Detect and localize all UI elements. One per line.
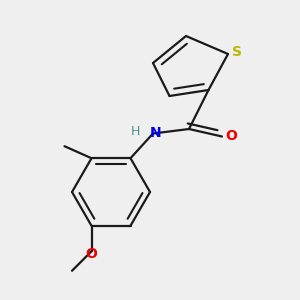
Text: O: O <box>85 247 98 261</box>
Text: S: S <box>232 46 242 59</box>
Text: N: N <box>150 126 162 140</box>
Text: O: O <box>225 129 237 142</box>
Text: H: H <box>130 125 140 139</box>
